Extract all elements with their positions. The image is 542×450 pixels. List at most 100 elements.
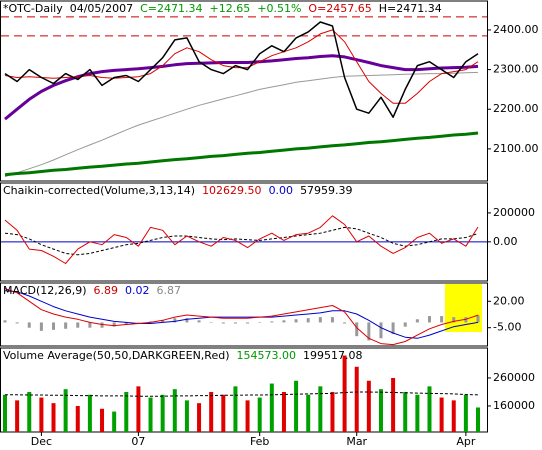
volume-bar — [27, 391, 32, 432]
histogram-bar — [209, 322, 213, 323]
volume-bar — [221, 394, 226, 432]
y-tick-label: 200000 — [493, 206, 535, 219]
y-tick-label: 0.00 — [493, 235, 518, 248]
volume-bar — [100, 408, 105, 432]
indicator-line — [4, 288, 479, 346]
panel-label: 04/05/2007 — [70, 2, 133, 15]
y-tick-label: 260000 — [493, 371, 535, 384]
panel-label: O=2457.65 — [308, 2, 371, 15]
histogram-bar — [27, 322, 31, 328]
histogram-bar — [306, 318, 310, 323]
volume-bar — [39, 397, 44, 432]
histogram-bar — [39, 322, 43, 331]
volume-bar — [233, 386, 238, 432]
volume-bar — [75, 405, 80, 432]
panel-frame — [0, 182, 488, 282]
histogram-bar — [88, 322, 92, 328]
panel-label: 102629.50 — [202, 184, 262, 197]
volume-bar — [112, 411, 117, 432]
volume-bar — [318, 386, 323, 432]
volume-bar — [427, 386, 432, 432]
histogram-bar — [197, 320, 201, 323]
volume-bar — [281, 391, 286, 432]
histogram-bar — [76, 322, 80, 328]
volume-bar — [306, 394, 311, 432]
volume-bar — [124, 391, 129, 432]
histogram-bar — [343, 322, 347, 324]
histogram-bar — [355, 322, 359, 337]
panel-label: Chaikin-corrected(Volume,3,13,14) — [3, 184, 195, 197]
y-tick-label: 2300.00 — [493, 63, 539, 76]
indicator-line — [4, 71, 479, 178]
histogram-bar — [124, 322, 128, 325]
volume-bar — [439, 397, 444, 432]
panel-frame — [0, 282, 488, 347]
volume-bar — [197, 403, 202, 432]
volume-bar — [391, 377, 396, 432]
histogram-bar — [452, 317, 456, 323]
volume-bar — [294, 380, 299, 432]
panel-label: 6.89 — [94, 284, 119, 297]
volume-bar — [63, 389, 68, 432]
histogram-bar — [379, 322, 383, 339]
volume-bar — [184, 400, 189, 432]
histogram-bar — [136, 322, 140, 323]
x-tick-label: Mar — [346, 435, 367, 448]
panel-label: 199517.08 — [303, 349, 363, 362]
indicator-line — [4, 131, 479, 177]
histogram-bar — [440, 316, 444, 323]
volume-bar — [3, 394, 7, 432]
y-tick-label: 20.00 — [493, 294, 525, 307]
histogram-bar — [330, 317, 334, 323]
panel-label: MACD(12,26,9) — [3, 284, 87, 297]
panel-label: 154573.00 — [237, 349, 297, 362]
x-tick-label: Apr — [456, 435, 476, 448]
y-tick-label: 2100.00 — [493, 142, 539, 155]
histogram-bar — [391, 322, 395, 335]
volume-bar — [403, 391, 408, 432]
histogram-bar — [427, 316, 431, 323]
volume-bar — [209, 391, 214, 432]
histogram-bar — [270, 321, 274, 323]
panel-label: 0.00 — [269, 184, 294, 197]
histogram-bar — [233, 322, 237, 324]
highlight-box — [445, 284, 482, 332]
panel-frame — [0, 347, 488, 433]
volume-bar — [51, 403, 56, 432]
histogram-bar — [415, 319, 419, 323]
volume-bar — [366, 380, 371, 432]
volume-bar — [330, 391, 335, 432]
histogram-bar — [258, 322, 262, 323]
histogram-bar — [161, 320, 165, 323]
histogram-bar — [221, 322, 225, 324]
histogram-bar — [15, 322, 19, 324]
panel-frame — [0, 0, 488, 182]
volume-bar — [87, 394, 92, 432]
panel-label: C=2471.34 — [140, 2, 202, 15]
volume-bar — [136, 386, 141, 432]
histogram-bar — [282, 320, 286, 323]
volume-bar — [269, 383, 274, 432]
histogram-bar — [318, 317, 322, 323]
volume-bar — [463, 394, 468, 432]
volume-bar — [148, 397, 153, 432]
y-tick-label: -5.00 — [493, 321, 521, 334]
histogram-bar — [112, 322, 116, 327]
signal-line — [5, 391, 479, 397]
indicator-line — [4, 21, 479, 118]
y-tick-label: 160000 — [493, 399, 535, 412]
volume-bar — [451, 400, 456, 432]
panel-label: H=2471.34 — [379, 2, 442, 15]
volume-bar — [257, 397, 262, 432]
histogram-bar — [100, 322, 104, 328]
indicator-line — [4, 290, 479, 339]
histogram-bar — [173, 318, 177, 323]
histogram-bar — [185, 318, 189, 323]
panel-label: 57959.39 — [300, 184, 353, 197]
panel-label: *OTC-Daily — [3, 2, 63, 15]
histogram-bar — [64, 322, 68, 329]
histogram-bar — [3, 320, 7, 323]
panel-label: +12.65 — [210, 2, 251, 15]
